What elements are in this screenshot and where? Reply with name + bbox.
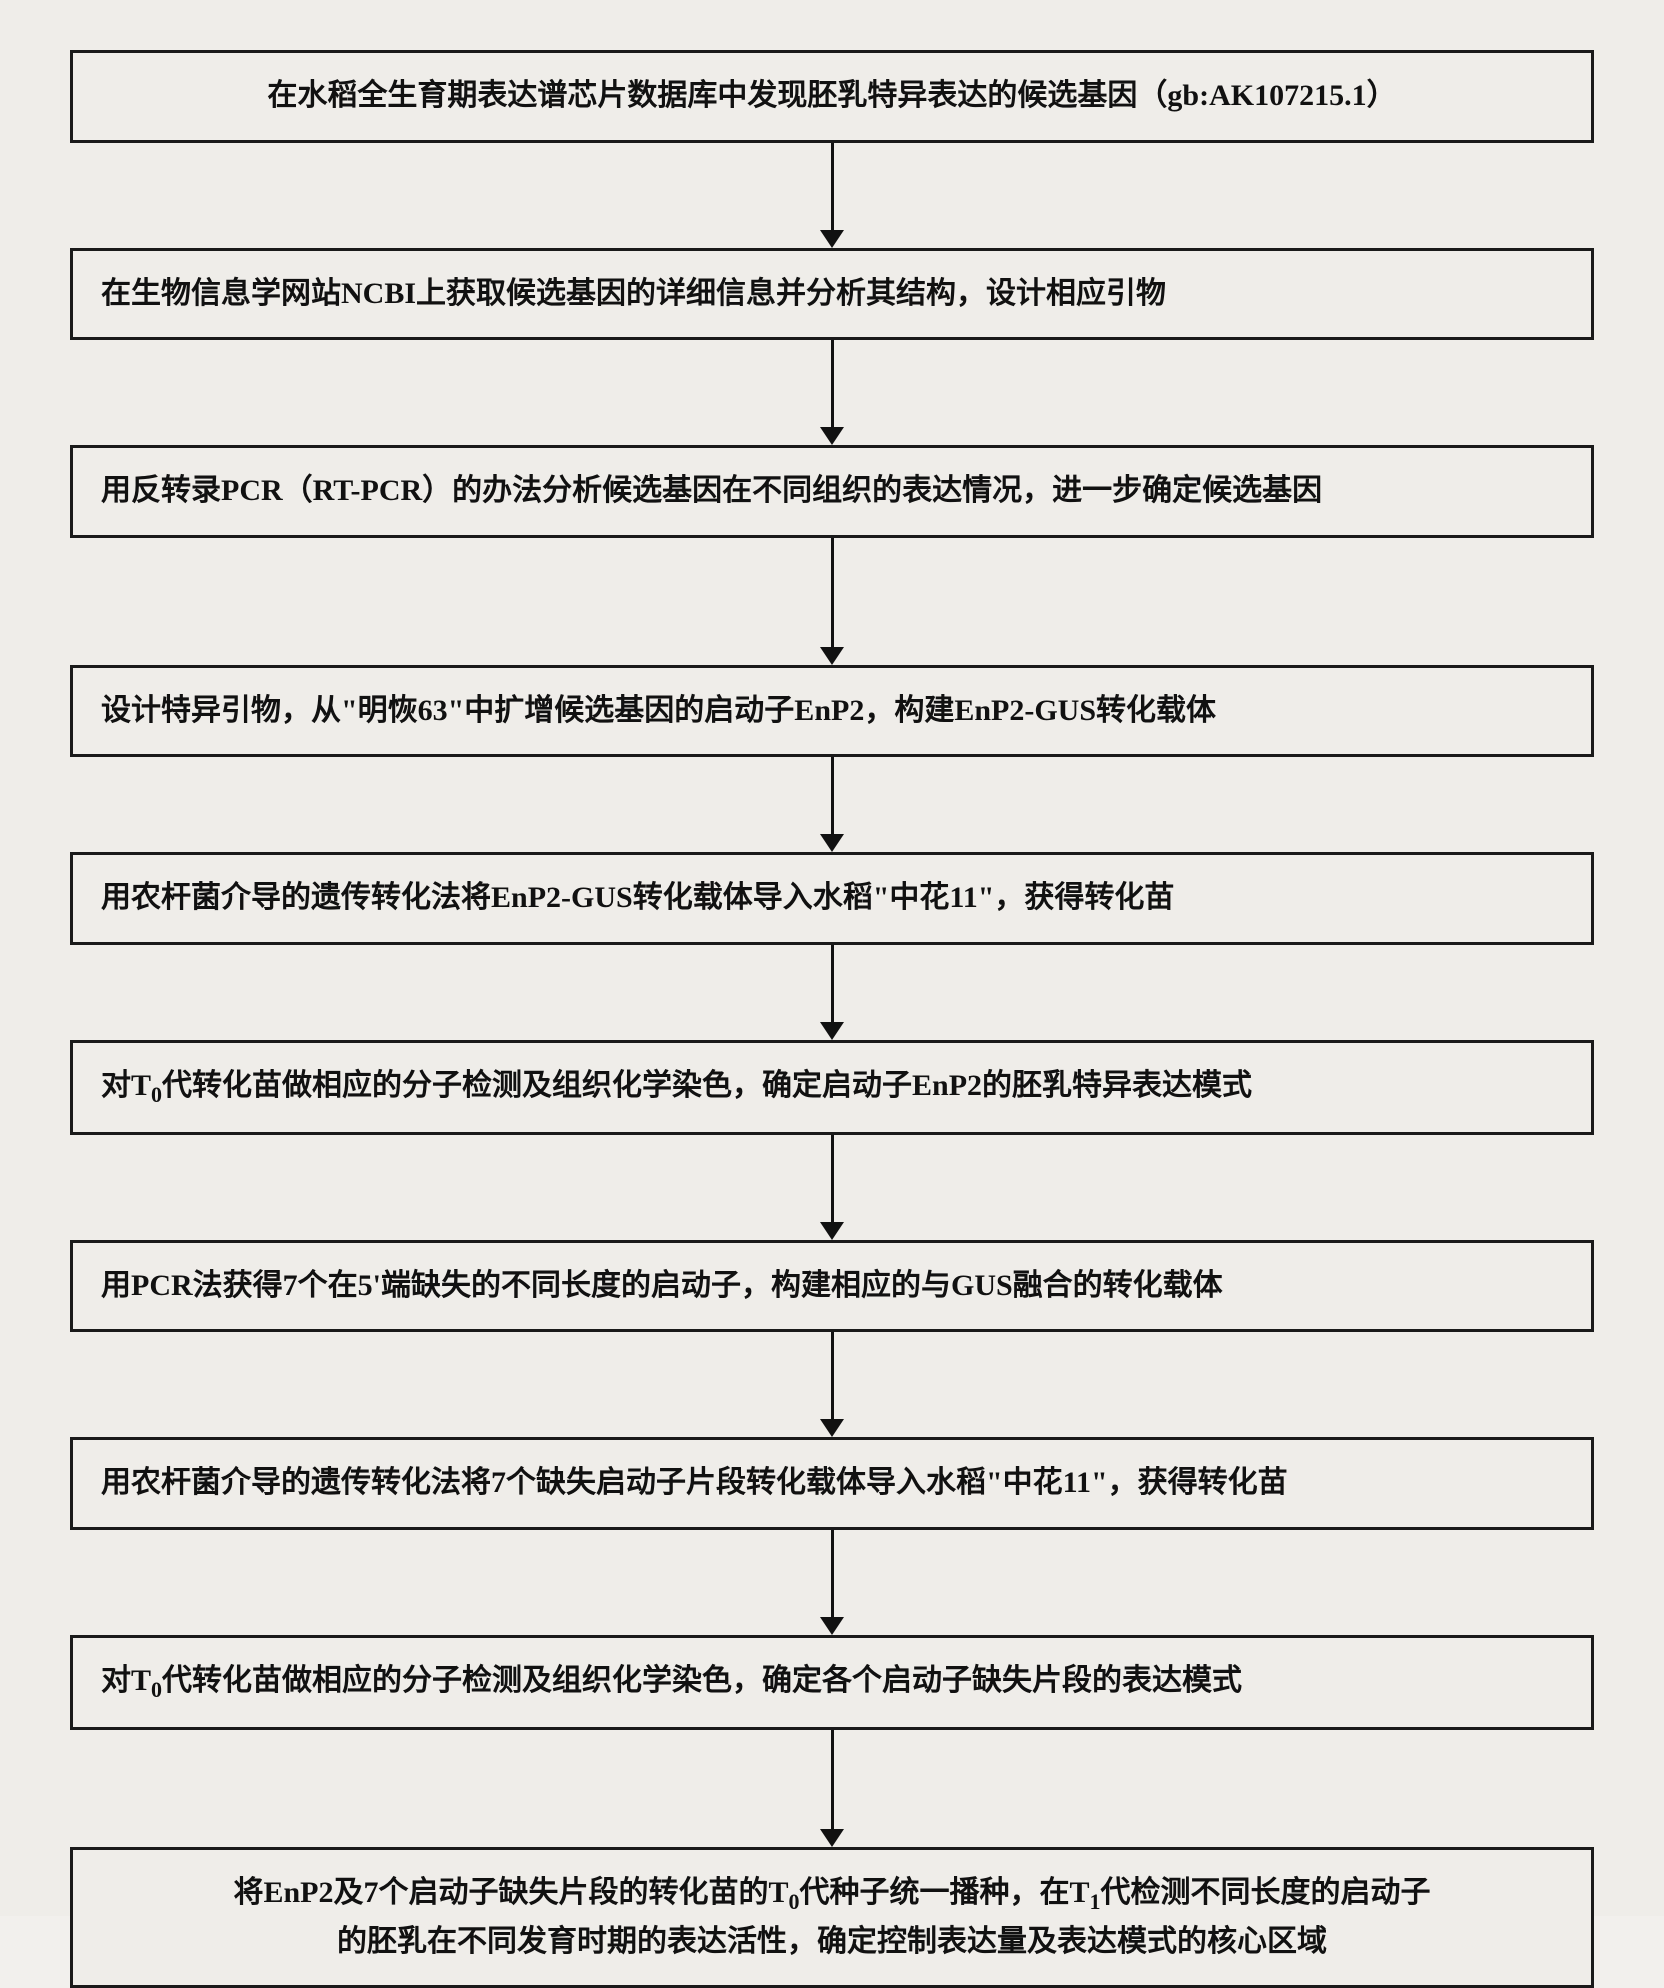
- node-text: 用农杆菌介导的遗传转化法将7个缺失启动子片段转化载体导入水稻"中花11"，获得转…: [101, 1466, 1288, 1499]
- arrow-shaft: [831, 757, 834, 835]
- text: 代转化苗做相应的分子检测及组织化学染色，确定启动子EnP2的胚乳特异表达模式: [162, 1069, 1252, 1102]
- subscript: 0: [789, 1889, 800, 1914]
- subscript: 0: [151, 1677, 162, 1702]
- flow-node-n3: 用反转录PCR（RT-PCR）的办法分析候选基因在不同组织的表达情况，进一步确定…: [70, 445, 1594, 538]
- node-text: 用反转录PCR（RT-PCR）的办法分析候选基因在不同组织的表达情况，进一步确定…: [101, 474, 1322, 507]
- flow-node-n9: 对T0代转化苗做相应的分子检测及组织化学染色，确定各个启动子缺失片段的表达模式: [70, 1635, 1594, 1730]
- flowchart-container: 在水稻全生育期表达谱芯片数据库中发现胚乳特异表达的候选基因（gb:AK10721…: [70, 50, 1594, 1988]
- arrow-shaft: [831, 1530, 834, 1618]
- flow-arrow: [820, 757, 844, 852]
- flow-arrow: [820, 340, 844, 445]
- flow-node-n1: 在水稻全生育期表达谱芯片数据库中发现胚乳特异表达的候选基因（gb:AK10721…: [70, 50, 1594, 143]
- flow-arrow: [820, 1530, 844, 1635]
- arrow-head-icon: [820, 647, 844, 665]
- flow-arrow: [820, 538, 844, 665]
- arrow-shaft: [831, 1730, 834, 1830]
- arrow-head-icon: [820, 427, 844, 445]
- text: 代检测不同长度的启动子: [1101, 1876, 1431, 1909]
- arrow-shaft: [831, 340, 834, 428]
- flow-arrow: [820, 1135, 844, 1240]
- text: 代种子统一播种，在T: [800, 1876, 1090, 1909]
- text: 将EnP2及7个启动子缺失片段的转化苗的T: [233, 1876, 788, 1909]
- flow-node-n2: 在生物信息学网站NCBI上获取候选基因的详细信息并分析其结构，设计相应引物: [70, 248, 1594, 341]
- flow-node-n10: 将EnP2及7个启动子缺失片段的转化苗的T0代种子统一播种，在T1代检测不同长度…: [70, 1847, 1594, 1988]
- flow-arrow: [820, 143, 844, 248]
- arrow-head-icon: [820, 834, 844, 852]
- arrow-head-icon: [820, 1617, 844, 1635]
- flowchart-page: 在水稻全生育期表达谱芯片数据库中发现胚乳特异表达的候选基因（gb:AK10721…: [0, 0, 1664, 1916]
- flow-node-n5: 用农杆菌介导的遗传转化法将EnP2-GUS转化载体导入水稻"中花11"，获得转化…: [70, 852, 1594, 945]
- flow-node-n8: 用农杆菌介导的遗传转化法将7个缺失启动子片段转化载体导入水稻"中花11"，获得转…: [70, 1437, 1594, 1530]
- arrow-shaft: [831, 1332, 834, 1420]
- text: 对T: [101, 1664, 151, 1697]
- arrow-head-icon: [820, 1022, 844, 1040]
- flow-arrow: [820, 1730, 844, 1847]
- arrow-head-icon: [820, 1829, 844, 1847]
- arrow-shaft: [831, 143, 834, 231]
- arrow-head-icon: [820, 1419, 844, 1437]
- subscript: 1: [1090, 1889, 1101, 1914]
- arrow-head-icon: [820, 230, 844, 248]
- node-text: 设计特异引物，从"明恢63"中扩增候选基因的启动子EnP2，构建EnP2-GUS…: [101, 694, 1216, 727]
- text: 代转化苗做相应的分子检测及组织化学染色，确定各个启动子缺失片段的表达模式: [162, 1664, 1242, 1697]
- subscript: 0: [151, 1082, 162, 1107]
- node-text: 用农杆菌介导的遗传转化法将EnP2-GUS转化载体导入水稻"中花11"，获得转化…: [101, 881, 1174, 914]
- node-line2: 的胚乳在不同发育时期的表达活性，确定控制表达量及表达模式的核心区域: [101, 1919, 1563, 1966]
- node-line1: 将EnP2及7个启动子缺失片段的转化苗的T0代种子统一播种，在T1代检测不同长度…: [101, 1870, 1563, 1919]
- arrow-shaft: [831, 945, 834, 1023]
- arrow-shaft: [831, 1135, 834, 1223]
- flow-node-n4: 设计特异引物，从"明恢63"中扩增候选基因的启动子EnP2，构建EnP2-GUS…: [70, 665, 1594, 758]
- node-text: 在生物信息学网站NCBI上获取候选基因的详细信息并分析其结构，设计相应引物: [101, 277, 1166, 310]
- arrow-head-icon: [820, 1222, 844, 1240]
- arrow-shaft: [831, 538, 834, 648]
- node-text: 在水稻全生育期表达谱芯片数据库中发现胚乳特异表达的候选基因（gb:AK10721…: [267, 79, 1396, 112]
- node-text: 用PCR法获得7个在5'端缺失的不同长度的启动子，构建相应的与GUS融合的转化载…: [101, 1269, 1223, 1302]
- flow-arrow: [820, 945, 844, 1040]
- flow-arrow: [820, 1332, 844, 1437]
- flow-node-n6: 对T0代转化苗做相应的分子检测及组织化学染色，确定启动子EnP2的胚乳特异表达模…: [70, 1040, 1594, 1135]
- text: 对T: [101, 1069, 151, 1102]
- flow-node-n7: 用PCR法获得7个在5'端缺失的不同长度的启动子，构建相应的与GUS融合的转化载…: [70, 1240, 1594, 1333]
